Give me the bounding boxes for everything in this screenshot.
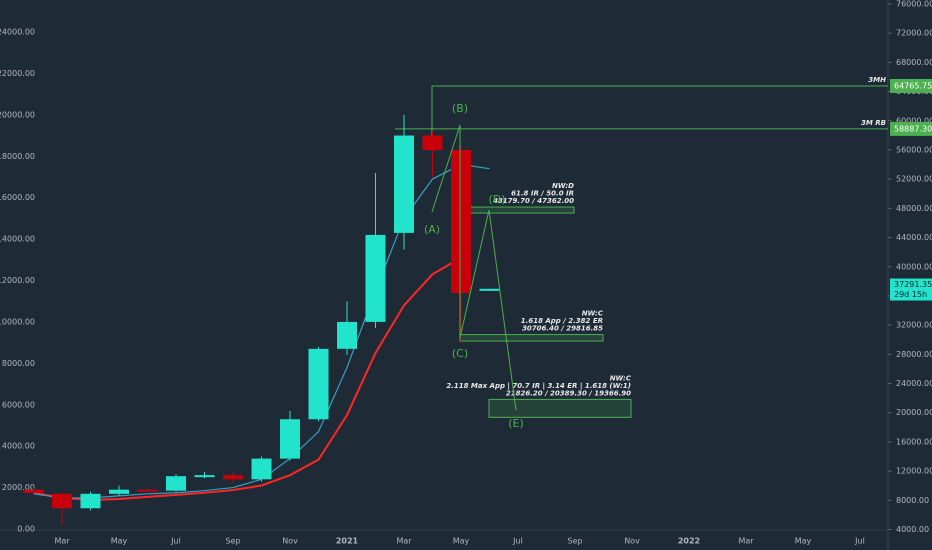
y-tick-label: 10000.00: [0, 317, 35, 326]
y2-tick-label: 4000.00: [896, 525, 929, 534]
wave-path: [431, 124, 517, 411]
y2-tick-label: 24000.00: [896, 379, 932, 388]
x-tick-label: Mar: [396, 537, 412, 546]
level-name: 3M RB: [861, 119, 886, 127]
x-tick-label: Jul: [512, 537, 523, 546]
y-tick-label: 14000.00: [0, 235, 35, 244]
y2-tick-label: 8000.00: [896, 496, 929, 505]
y2-tick-label: 44000.00: [896, 233, 932, 242]
zone-title: NW:C: [610, 374, 632, 382]
y2-tick-label: 32000.00: [896, 321, 932, 330]
y2-tick-label: 16000.00: [896, 437, 932, 446]
y2-tick-label: 56000.00: [896, 145, 932, 154]
y2-tick-label: 68000.00: [896, 58, 932, 67]
wave-label: (A): [424, 223, 440, 236]
candle-body: [451, 150, 471, 293]
zone-line: 48179.70 / 47362.00: [493, 197, 574, 205]
y2-tick-label: 48000.00: [896, 204, 932, 213]
candle-body: [251, 458, 272, 480]
candle-body: [194, 475, 215, 478]
candle-body: [308, 348, 329, 420]
candle-body: [166, 476, 186, 491]
y-tick-label: 16000.00: [0, 193, 35, 202]
x-tick-label: Nov: [282, 537, 298, 546]
x-tick-label: Jul: [170, 537, 181, 546]
y-tick-label: 4000.00: [2, 442, 35, 451]
wave-label: (E): [508, 417, 524, 430]
y-tick-label: 18000.00: [0, 152, 35, 161]
y-tick-label: 22000.00: [0, 69, 35, 78]
x-tick-label: May: [795, 537, 812, 546]
y-tick-label: 24000.00: [0, 28, 35, 37]
y-tick-label: 8000.00: [2, 359, 35, 368]
candle-body: [280, 419, 300, 459]
zone-box: [461, 206, 575, 214]
zone-line: 61.8 IR / 50.0 IR: [511, 190, 574, 198]
zone-line: 1.618 App / 2.382 ER: [521, 317, 603, 325]
y2-tick-label: 76000.00: [896, 0, 932, 9]
zone-box: [488, 398, 632, 418]
candle-body: [422, 135, 443, 151]
level-price-label: 64765.75: [894, 81, 932, 90]
moving-average: [33, 256, 462, 502]
y2-tick-label: 60000.00: [896, 116, 932, 125]
zone-box: [459, 334, 604, 342]
x-tick-label: 2021: [336, 537, 359, 546]
candle-body: [137, 489, 158, 492]
candle-body: [23, 489, 44, 493]
x-tick-label: Mar: [738, 537, 754, 546]
y-tick-label: 2000.00: [2, 483, 35, 492]
x-tick-label: Nov: [624, 537, 640, 546]
y2-tick-label: 72000.00: [896, 29, 932, 38]
x-tick-label: May: [111, 537, 128, 546]
candle-body: [52, 493, 72, 509]
wave-label: (C): [452, 347, 468, 360]
wave-label: (D): [488, 193, 505, 206]
y2-tick-label: 52000.00: [896, 175, 932, 184]
zone-title: NW:C: [582, 310, 604, 318]
y2-tick-label: 40000.00: [896, 262, 932, 271]
candle-body: [479, 288, 500, 291]
y-tick-label: 0.00: [17, 525, 35, 534]
candle-body: [80, 493, 101, 509]
y2-tick-label: 20000.00: [896, 408, 932, 417]
y-tick-label: 6000.00: [2, 400, 35, 409]
x-tick-label: Jul: [854, 537, 865, 546]
y-tick-label: 20000.00: [0, 110, 35, 119]
last-price-box: [890, 278, 932, 301]
countdown-label: 29d 15h: [894, 290, 927, 299]
level-price-box: [890, 121, 932, 136]
candle-body: [394, 135, 414, 233]
candle-body: [109, 489, 129, 494]
candle-body: [223, 475, 243, 480]
y-tick-label: 12000.00: [0, 276, 35, 285]
zone-line: 30706.40 / 29816.85: [522, 325, 603, 333]
x-tick-label: Sep: [225, 537, 240, 546]
candle-body: [337, 321, 357, 349]
wave-label: (B): [452, 102, 468, 115]
candle-body: [365, 234, 386, 322]
y2-tick-label: 28000.00: [896, 350, 932, 359]
last-price-label: 37291.35: [894, 280, 932, 289]
x-tick-label: 2022: [678, 537, 700, 546]
x-tick-label: Sep: [567, 537, 582, 546]
zone-line: 2.118 Max App | 70.7 IR | 3.14 ER | 1.61…: [446, 382, 631, 391]
level-price-box: [890, 78, 932, 93]
zone-title: NW:D: [552, 182, 574, 190]
y2-tick-label: 12000.00: [896, 467, 932, 476]
x-tick-label: Mar: [54, 537, 70, 546]
x-tick-label: May: [453, 537, 470, 546]
level-name: 3MH: [868, 76, 886, 84]
level-price-label: 58887.30: [894, 124, 932, 133]
zone-line: 21826.20 / 20389.30 / 19366.90: [506, 389, 631, 397]
